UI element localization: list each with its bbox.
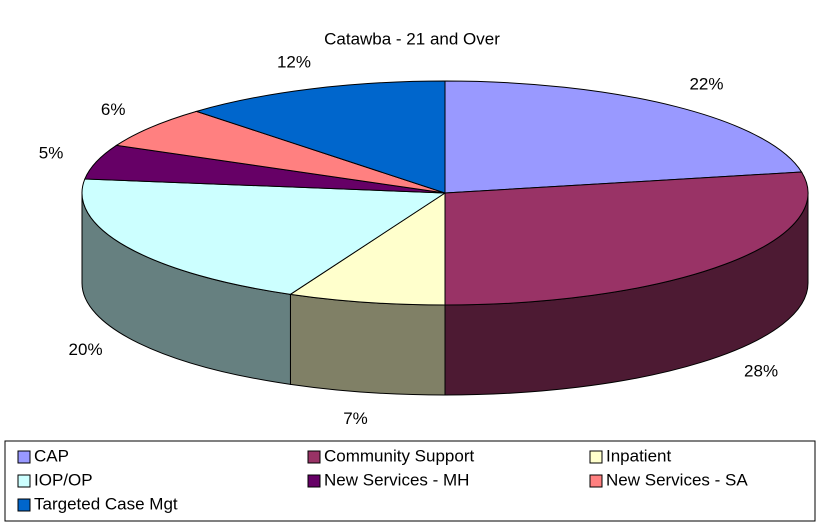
slice [444, 80, 803, 194]
legend-swatch [17, 474, 31, 488]
legend-label: Targeted Case Mgt [34, 494, 178, 513]
legend-label: New Services - SA [606, 470, 748, 489]
legend-swatch [17, 450, 31, 464]
legend-swatch [589, 474, 603, 488]
data-label: 5% [39, 143, 64, 162]
slice [115, 110, 446, 194]
slice [81, 178, 447, 295]
legend-label: CAP [34, 446, 69, 465]
slice-side [289, 293, 446, 396]
legend-label: New Services - MH [324, 470, 469, 489]
legend-label: IOP/OP [34, 470, 93, 489]
data-label: 22% [689, 75, 723, 94]
legend-label: Community Support [324, 446, 475, 465]
legend-swatch [589, 450, 603, 464]
slice [444, 171, 809, 306]
legend-swatch [307, 450, 321, 464]
data-label: 7% [343, 409, 368, 428]
data-label: 6% [101, 100, 126, 119]
legend-swatch [307, 474, 321, 488]
data-label: 28% [744, 362, 778, 381]
chart-title: Catawba - 21 and Over [324, 29, 500, 48]
data-label: 12% [277, 52, 311, 71]
slice [289, 192, 446, 306]
legend-label: Inpatient [606, 446, 671, 465]
legend-swatch [17, 498, 31, 512]
data-label: 20% [69, 340, 103, 359]
legend-box [4, 440, 816, 522]
slice [194, 80, 446, 194]
